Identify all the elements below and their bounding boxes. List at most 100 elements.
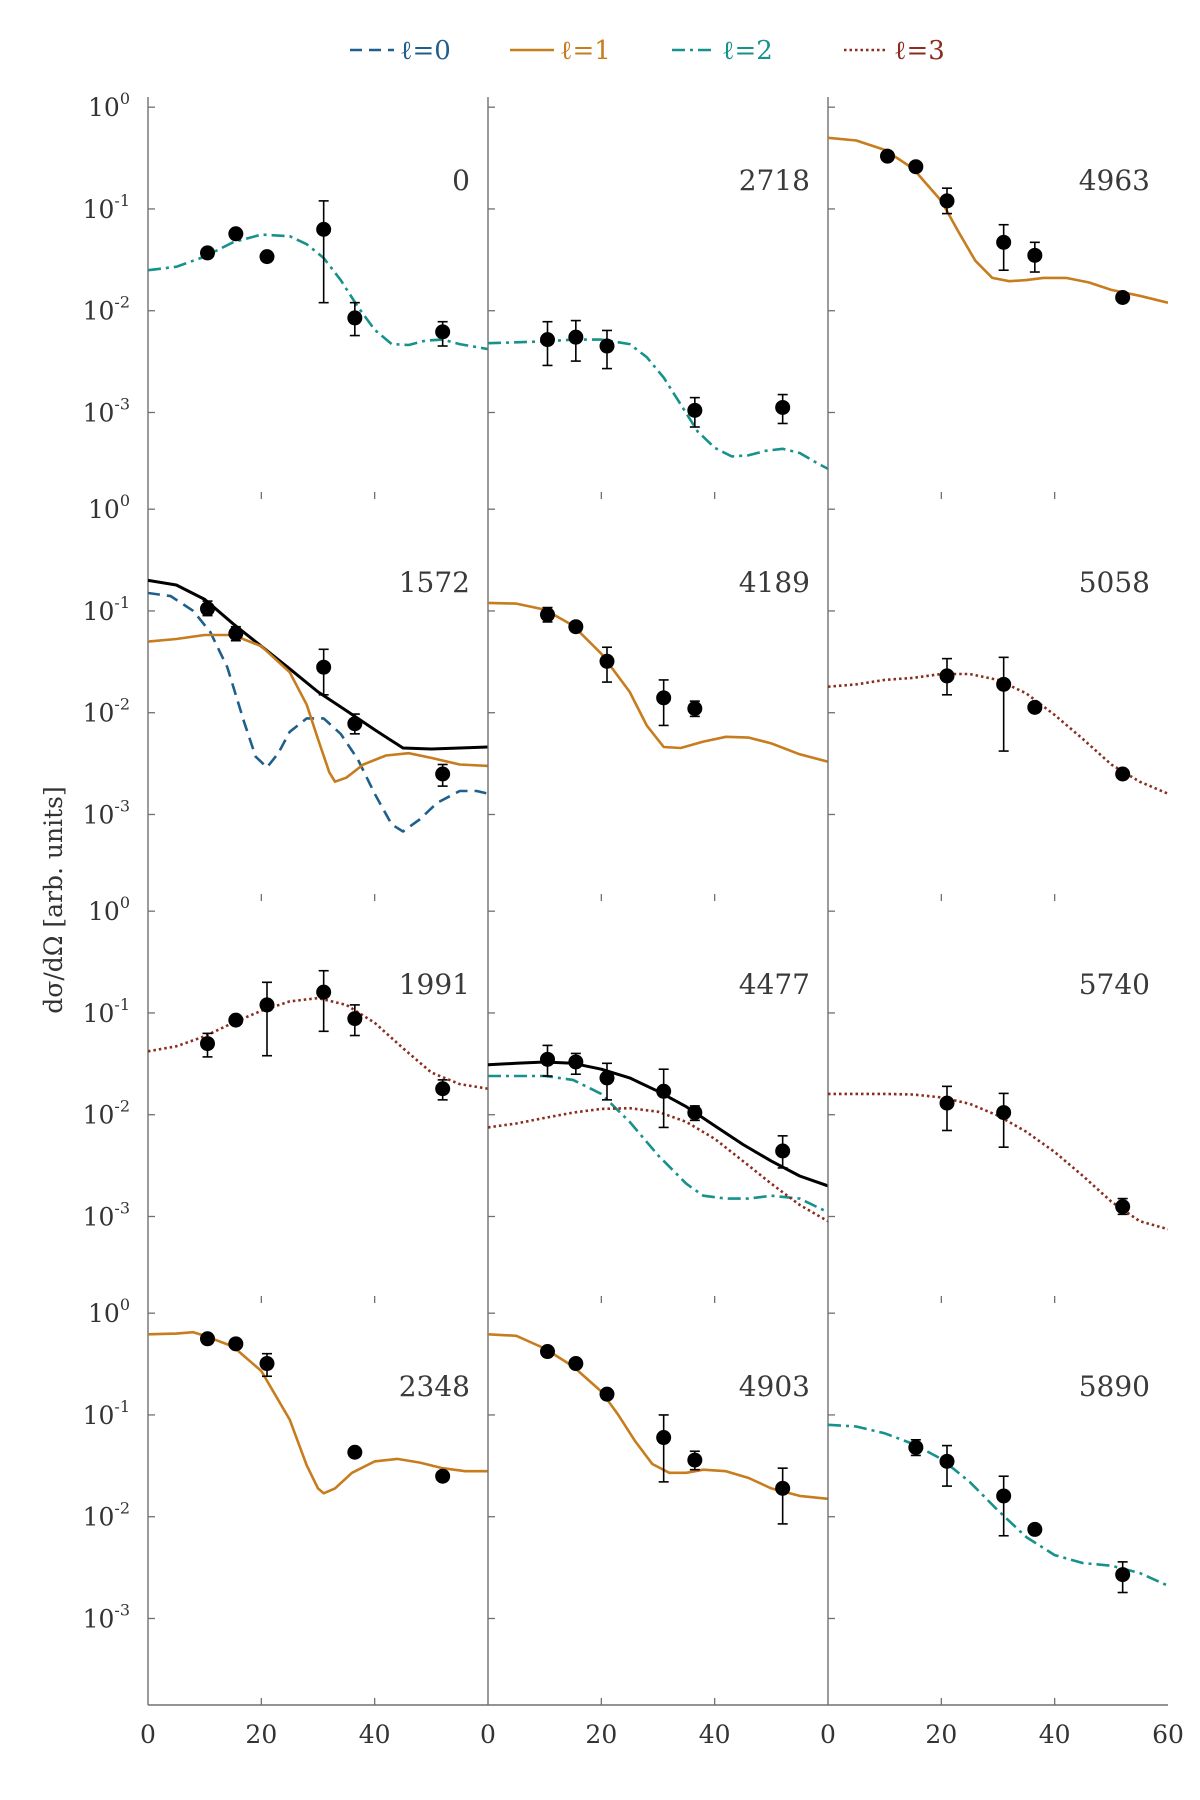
y-tick-label: 10-2: [83, 695, 130, 728]
legend-label-l1: ℓ=1: [560, 36, 611, 66]
y-tick-base: 10: [83, 999, 115, 1028]
legend-label-l0: ℓ=0: [400, 36, 451, 66]
legend: ℓ=0 ℓ=1 ℓ=2 ℓ=3: [350, 36, 945, 66]
legend-entry-l2: ℓ=2: [672, 36, 773, 66]
y-tick-exponent: -3: [114, 394, 130, 413]
data-point: [435, 1468, 451, 1484]
data-point: [939, 193, 955, 209]
curve-l0: [148, 591, 488, 833]
data-point: [228, 626, 244, 642]
y-tick-label: 10-1: [83, 995, 130, 1028]
x-tick-label: 20: [585, 1720, 617, 1749]
curve-l3: [148, 996, 488, 1090]
y-tick-base: 10: [88, 93, 120, 122]
panel-2718: 2718: [487, 97, 828, 499]
panel-energy-label: 5058: [1079, 566, 1150, 599]
curve-sum: [148, 578, 488, 751]
panel-energy-label: 4963: [1079, 164, 1150, 197]
data-point: [656, 690, 672, 706]
y-tick-exponent: -2: [114, 695, 130, 714]
data-point: [200, 1036, 215, 1052]
y-tick-base: 10: [83, 195, 115, 224]
data-point: [259, 997, 275, 1013]
data-point: [200, 245, 215, 261]
data-point: [1115, 1199, 1131, 1215]
data-point: [259, 249, 275, 265]
panel-5740: 5740: [827, 901, 1168, 1303]
y-tick-exponent: -3: [114, 796, 130, 815]
data-point: [775, 1480, 791, 1496]
x-tick-label: 40: [699, 1720, 731, 1749]
data-point: [347, 1011, 363, 1027]
y-tick-exponent: -2: [114, 293, 130, 312]
data-point: [568, 329, 584, 345]
data-point: [1027, 247, 1043, 263]
panel-energy-label: 5890: [1079, 1370, 1150, 1403]
data-point: [347, 310, 363, 326]
data-point: [540, 607, 555, 623]
y-tick-base: 10: [83, 699, 115, 728]
x-tick-label: 0: [820, 1720, 836, 1749]
data-point: [599, 338, 615, 354]
data-point: [316, 659, 332, 675]
curve-l2: [828, 1423, 1168, 1587]
y-axis-label: dσ/dΩ [arb. units]: [39, 786, 68, 1014]
y-tick-exponent: 0: [120, 89, 130, 108]
data-point: [687, 1452, 703, 1468]
panel-4477: 4477: [487, 901, 828, 1303]
y-tick-exponent: -1: [114, 995, 130, 1014]
data-point: [228, 1336, 244, 1352]
y-tick-exponent: -2: [114, 1499, 130, 1518]
panel-energy-label: 1991: [399, 968, 470, 1001]
legend-entry-l3: ℓ=3: [844, 36, 945, 66]
x-tick-label: 0: [140, 1720, 156, 1749]
data-point: [656, 1430, 672, 1446]
data-point: [435, 1081, 451, 1097]
panel-energy-label: 4477: [739, 968, 810, 1001]
curve-l1: [488, 1333, 828, 1501]
data-point: [775, 399, 791, 415]
curve-l1: [148, 633, 488, 783]
y-tick-exponent: -3: [114, 1198, 130, 1217]
data-point: [996, 676, 1012, 692]
curve-l1: [488, 601, 828, 763]
legend-entry-l1: ℓ=1: [510, 36, 611, 66]
panel-5890: 5890: [827, 1303, 1168, 1705]
data-point: [1027, 699, 1043, 715]
panel-4963: 4963: [827, 97, 1168, 499]
y-tick-base: 10: [88, 1299, 120, 1328]
y-tick-base: 10: [83, 1604, 115, 1633]
data-point: [540, 1344, 555, 1360]
data-point: [200, 1331, 215, 1347]
y-tick-label: 100: [88, 1295, 130, 1328]
y-tick-exponent: -1: [114, 191, 130, 210]
data-point: [540, 332, 555, 348]
y-tick-base: 10: [83, 800, 115, 829]
data-point: [687, 701, 703, 717]
data-point: [435, 766, 451, 782]
y-tick-exponent: -1: [114, 593, 130, 612]
y-tick-exponent: 0: [120, 1295, 130, 1314]
x-tick-label: 60: [1152, 1720, 1184, 1749]
y-tick-label: 10-1: [83, 1397, 130, 1430]
panel-energy-label: 4189: [739, 566, 810, 599]
x-tick-label: 40: [359, 1720, 391, 1749]
y-tick-label: 10-3: [83, 1600, 130, 1633]
y-tick-base: 10: [83, 1202, 115, 1231]
y-tick-label: 10-2: [83, 1499, 130, 1532]
data-point: [908, 1439, 924, 1455]
panel-energy-label: 4903: [739, 1370, 810, 1403]
legend-entry-l0: ℓ=0: [350, 36, 451, 66]
x-axis-ticks: 0 20 40 0 20 40 0 20 40 60: [140, 1704, 1184, 1749]
panel-5058: 5058: [827, 499, 1168, 901]
data-point: [347, 716, 363, 732]
y-tick-base: 10: [88, 897, 120, 926]
y-tick-exponent: -2: [114, 1097, 130, 1116]
y-tick-label: 10-1: [83, 191, 130, 224]
data-point: [568, 1356, 584, 1372]
x-tick-label: 0: [480, 1720, 496, 1749]
curve-l2: [148, 233, 488, 351]
